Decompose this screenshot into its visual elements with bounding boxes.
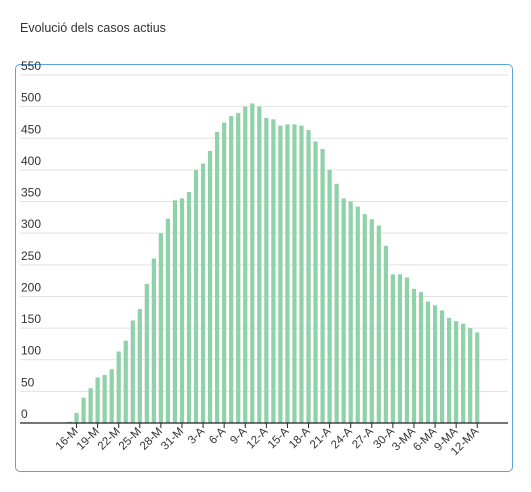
bar-35 bbox=[313, 141, 318, 423]
bar-14 bbox=[165, 218, 171, 423]
bar-6 bbox=[109, 369, 114, 423]
x-tick-label: 3-MA bbox=[390, 425, 418, 453]
x-tick-label: 6-MA bbox=[411, 425, 439, 453]
bar-29 bbox=[271, 119, 276, 424]
bar-49 bbox=[411, 288, 417, 423]
bar-53 bbox=[439, 310, 445, 423]
bar-8 bbox=[123, 340, 128, 423]
bar-40 bbox=[348, 201, 353, 423]
bar-10 bbox=[137, 309, 142, 423]
bar-11 bbox=[144, 283, 149, 423]
bar-50 bbox=[418, 292, 424, 423]
y-tick-label-400: 400 bbox=[21, 154, 41, 168]
bar-21 bbox=[215, 131, 220, 424]
bar-33 bbox=[299, 125, 304, 424]
bar-20 bbox=[208, 150, 213, 423]
x-tick-label: 6-A bbox=[207, 425, 228, 446]
bar-15 bbox=[172, 200, 178, 423]
bar-42 bbox=[362, 214, 367, 423]
bar-25 bbox=[243, 106, 248, 424]
bar-3 bbox=[88, 388, 93, 423]
bar-5 bbox=[102, 374, 107, 423]
bar-36 bbox=[320, 149, 325, 423]
bar-30 bbox=[278, 125, 283, 424]
bar-45 bbox=[383, 245, 388, 423]
x-tick-labels: 16-M19-M22-M25-M28-M31-M 3-A 6-A 9-A12-A15-… bbox=[54, 425, 482, 458]
x-tick-label: 15-A bbox=[266, 425, 292, 451]
bar-17 bbox=[186, 192, 192, 423]
x-tick-label: 28-M bbox=[138, 426, 165, 453]
x-tick-label: 27-A bbox=[350, 425, 376, 451]
bar-52 bbox=[432, 305, 438, 423]
bar-48 bbox=[404, 277, 410, 423]
y-tick-label-550: 550 bbox=[21, 59, 41, 73]
bar-34 bbox=[306, 130, 311, 423]
y-tick-label-300: 300 bbox=[21, 217, 41, 231]
x-tick-label: 31-M bbox=[159, 426, 186, 453]
bar-1 bbox=[74, 412, 79, 423]
bar-32 bbox=[292, 124, 297, 424]
x-tick-label: 24-A bbox=[329, 425, 355, 451]
axes bbox=[20, 422, 508, 428]
bar-13 bbox=[158, 233, 163, 423]
bars bbox=[67, 103, 480, 424]
y-tick-label-150: 150 bbox=[21, 312, 41, 326]
bar-23 bbox=[229, 116, 234, 424]
bar-0 bbox=[67, 421, 72, 423]
bar-27 bbox=[257, 106, 262, 424]
bar-4 bbox=[95, 377, 100, 423]
x-tick-label: 16-M bbox=[54, 426, 81, 453]
bar-9 bbox=[130, 320, 135, 423]
bar-57 bbox=[468, 328, 473, 423]
bar-37 bbox=[327, 169, 332, 423]
x-tick-label: 12-A bbox=[245, 425, 271, 451]
y-tick-labels: 0 50 100 150 200 250 300 350 400 450 500 550 bbox=[21, 59, 41, 421]
bar-2 bbox=[81, 397, 86, 423]
bar-22 bbox=[222, 122, 227, 424]
bar-58 bbox=[475, 332, 480, 423]
y-tick-label-500: 500 bbox=[21, 91, 41, 105]
bar-7 bbox=[116, 351, 121, 423]
y-tick-label-50: 50 bbox=[21, 375, 35, 389]
bar-54 bbox=[447, 317, 452, 423]
bar-38 bbox=[334, 183, 339, 423]
y-tick-label-350: 350 bbox=[21, 186, 41, 200]
bar-46 bbox=[390, 274, 395, 423]
y-tick-label-450: 450 bbox=[21, 122, 41, 136]
bar-41 bbox=[355, 206, 360, 423]
bar-43 bbox=[369, 219, 374, 423]
bar-31 bbox=[285, 124, 290, 424]
x-tick-label: 22-M bbox=[96, 426, 123, 453]
bar-39 bbox=[341, 198, 346, 423]
bar-24 bbox=[236, 112, 241, 424]
y-tick-label-200: 200 bbox=[21, 280, 41, 294]
bar-12 bbox=[151, 258, 156, 423]
bar-16 bbox=[179, 198, 185, 423]
y-tick-label-0: 0 bbox=[21, 407, 28, 421]
x-tick-label: 21-A bbox=[308, 425, 334, 451]
x-tick-label: 3-A bbox=[186, 425, 207, 446]
y-tick-label-250: 250 bbox=[21, 249, 41, 263]
bar-55 bbox=[454, 321, 459, 423]
x-tick-label: 19-M bbox=[75, 426, 102, 453]
bar-47 bbox=[397, 274, 403, 423]
bar-18 bbox=[193, 169, 199, 423]
y-tick-label-100: 100 bbox=[21, 344, 41, 358]
bar-56 bbox=[461, 323, 466, 423]
bar-19 bbox=[200, 163, 206, 423]
bar-44 bbox=[376, 225, 381, 423]
bar-51 bbox=[425, 301, 431, 423]
bar-28 bbox=[264, 118, 269, 423]
chart-title: Evolució dels casos actius bbox=[20, 21, 166, 35]
x-tick-label: 25-M bbox=[117, 426, 144, 453]
x-tick-label: 18-A bbox=[287, 425, 313, 451]
bar-26 bbox=[250, 103, 255, 424]
gridlines bbox=[20, 74, 508, 392]
